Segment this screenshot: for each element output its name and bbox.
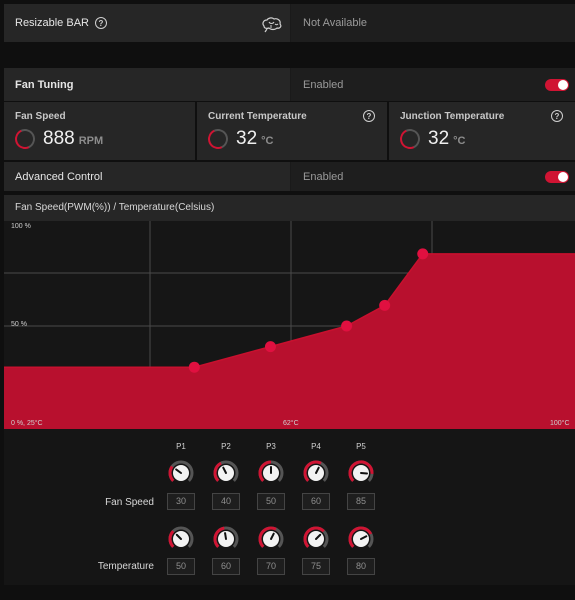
temperature-input-p4[interactable]: 75 [302, 558, 330, 575]
x-axis-mid-label: 62°C [283, 420, 299, 427]
junction-temperature-unit: °C [453, 135, 466, 147]
current-temperature-unit: °C [261, 135, 274, 147]
advanced-control-label-cell: Advanced Control [4, 162, 290, 191]
point-label-p5: P5 [356, 442, 366, 451]
y-axis-mid-label: 50 % [11, 321, 27, 328]
fan-tuning-row: Fan Tuning Enabled [4, 68, 575, 101]
point-label-p1: P1 [176, 442, 186, 451]
fan-curve-chart[interactable]: 100 % 50 % 0 %, 25°C 62°C 100°C [4, 221, 575, 429]
fan-speed-input-p3[interactable]: 50 [257, 493, 285, 510]
temperature-knob-p4[interactable] [302, 525, 330, 553]
point-label-p3: P3 [266, 442, 276, 451]
fan-speed-knob-p4[interactable] [302, 459, 330, 487]
temperature-input-p3[interactable]: 70 [257, 558, 285, 575]
current-temperature-gauge: Current Temperature ? 32 °C [195, 102, 387, 160]
fan-speed-knob-p2[interactable] [212, 459, 240, 487]
question-circle-icon[interactable]: ? [551, 110, 563, 122]
curve-point-p1[interactable] [188, 361, 200, 373]
advanced-control-label: Advanced Control [15, 170, 103, 183]
advanced-control-value-cell: Enabled [290, 162, 575, 191]
x-axis-left-label: 0 %, 25°C [11, 420, 43, 427]
junction-temperature-value: 32 [428, 128, 450, 149]
fan-speed-knob-p5[interactable] [347, 459, 375, 487]
current-temperature-value: 32 [236, 128, 258, 149]
fan-curve-points-panel: Fan Speed Temperature P1 30 50 P2 40 60 P3 50 70… [4, 429, 575, 585]
advanced-control-row: Advanced Control Enabled [4, 162, 575, 191]
question-circle-icon[interactable]: ? [363, 110, 375, 122]
fan-tuning-value-cell: Enabled [290, 68, 575, 101]
temperature-input-p5[interactable]: 80 [347, 558, 375, 575]
advanced-control-toggle[interactable] [545, 170, 569, 183]
point-label-p2: P2 [221, 442, 231, 451]
fan-speed-gauge: Fan Speed 888 RPM [4, 102, 195, 160]
curve-point-p2[interactable] [264, 341, 276, 353]
temperature-row-label: Temperature [97, 561, 154, 572]
curve-point-p4[interactable] [379, 299, 391, 311]
fan-tuning-label-cell: Fan Tuning [4, 68, 290, 101]
fan-curve-svg[interactable] [4, 221, 575, 429]
resizable-bar-value-cell: Not Available [290, 4, 575, 42]
chart-title: Fan Speed(PWM(%)) / Temperature(Celsius) [4, 195, 575, 221]
y-axis-top-label: 100 % [11, 223, 31, 230]
current-temperature-ring-icon [205, 126, 231, 152]
resizable-bar-label-cell: Resizable BAR ? [4, 4, 290, 42]
fan-tuning-label: Fan Tuning [15, 78, 74, 91]
advanced-control-value: Enabled [303, 170, 344, 183]
fan-speed-input-p5[interactable]: 85 [347, 493, 375, 510]
fan-tuning-toggle[interactable] [545, 78, 569, 91]
temperature-knob-p2[interactable] [212, 525, 240, 553]
gauge-row: Fan Speed 888 RPM Current Temperature ? … [4, 102, 575, 160]
fan-speed-knob-p3[interactable] [257, 459, 285, 487]
junction-temperature-gauge: Junction Temperature ? 32 °C [387, 102, 575, 160]
temperature-input-p1[interactable]: 50 [167, 558, 195, 575]
fan-speed-gauge-title: Fan Speed [15, 111, 66, 122]
point-label-p4: P4 [311, 442, 321, 451]
fan-speed-input-p1[interactable]: 30 [167, 493, 195, 510]
junction-temperature-title: Junction Temperature [400, 111, 505, 122]
fan-speed-row-label: Fan Speed [105, 497, 154, 508]
brain-icon [262, 17, 282, 33]
fan-speed-ring-icon [12, 126, 38, 152]
junction-temperature-ring-icon [397, 126, 423, 152]
temperature-input-p2[interactable]: 60 [212, 558, 240, 575]
resizable-bar-row: Resizable BAR ? Not Available [4, 4, 575, 42]
resizable-bar-label: Resizable BAR [15, 17, 89, 29]
resizable-bar-value: Not Available [303, 17, 368, 29]
x-axis-right-label: 100°C [550, 420, 570, 427]
fan-speed-unit: RPM [78, 135, 104, 147]
curve-point-p5[interactable] [417, 248, 429, 260]
curve-point-p3[interactable] [341, 320, 353, 332]
temperature-knob-p1[interactable] [167, 525, 195, 553]
current-temperature-title: Current Temperature [208, 111, 307, 122]
temperature-knob-p3[interactable] [257, 525, 285, 553]
fan-tuning-value: Enabled [303, 78, 344, 91]
temperature-knob-p5[interactable] [347, 525, 375, 553]
fan-speed-knob-p1[interactable] [167, 459, 195, 487]
fan-speed-value: 888 [43, 128, 75, 149]
fan-speed-input-p4[interactable]: 60 [302, 493, 330, 510]
fan-speed-input-p2[interactable]: 40 [212, 493, 240, 510]
fan-curve-area [4, 253, 575, 429]
question-circle-icon[interactable]: ? [94, 17, 107, 29]
